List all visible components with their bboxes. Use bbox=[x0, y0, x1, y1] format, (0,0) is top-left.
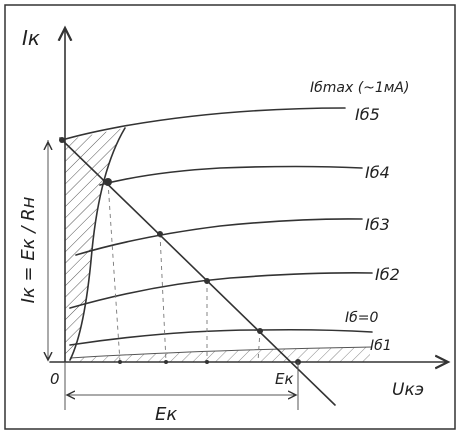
load-line bbox=[59, 137, 336, 406]
origin-label: 0 bbox=[50, 370, 60, 388]
dimension-label: Eк bbox=[155, 404, 177, 425]
saturation-line bbox=[69, 127, 126, 361]
curve-max bbox=[61, 107, 346, 141]
projection bbox=[159, 233, 167, 363]
cutoff-region bbox=[70, 347, 370, 362]
curve-label: Iб3 bbox=[365, 215, 390, 234]
curve-label: Iб2 bbox=[375, 265, 400, 284]
saturation-region bbox=[65, 128, 125, 362]
frame bbox=[4, 4, 456, 430]
projection bbox=[257, 329, 261, 363]
curve-2 bbox=[69, 272, 373, 309]
curve-1 bbox=[69, 328, 373, 346]
curve-label: Iб5 bbox=[355, 105, 380, 124]
curve-0 bbox=[69, 346, 373, 359]
projection bbox=[107, 181, 121, 363]
curve-label: Iбmax (~1мА) bbox=[310, 80, 409, 96]
curve-3 bbox=[75, 218, 363, 256]
curve-4 bbox=[99, 165, 363, 186]
curve-label: Iб=0 bbox=[345, 310, 378, 326]
curve-label: Iб1 bbox=[370, 338, 392, 354]
y-axis-label: Iк bbox=[22, 26, 40, 50]
curve-label: Iб4 bbox=[365, 163, 390, 182]
x-axis-label: Uкэ bbox=[392, 380, 424, 400]
side-label: Iк = Eк / Rн bbox=[18, 196, 39, 303]
ek-mark: Eк bbox=[275, 370, 294, 388]
